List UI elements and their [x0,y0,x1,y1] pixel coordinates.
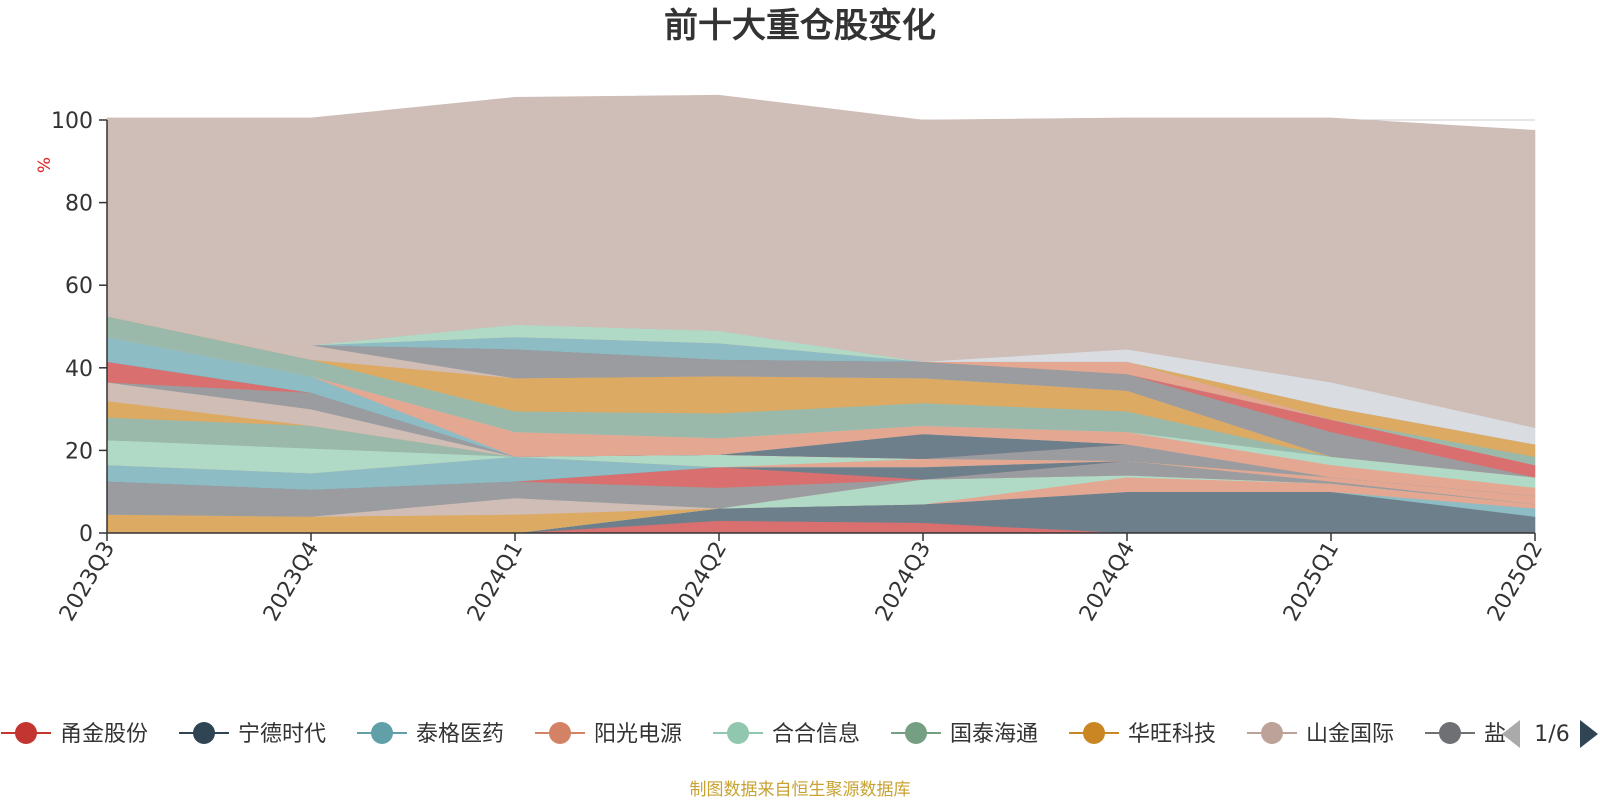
x-tick-label: 2025Q1 [1279,538,1344,626]
legend-circle-marker [1439,722,1461,744]
y-axis-unit-label: % [35,157,55,173]
x-tick-label: 2023Q4 [259,538,324,626]
legend-item[interactable]: 合合信息 [713,722,860,747]
data-source-note: 制图数据来自恒生聚源数据库 [690,780,911,800]
y-tick-label: 80 [65,192,93,217]
legend-circle-marker [371,722,393,744]
legend-page-label: 1/6 [1534,722,1569,747]
area-series-37 [106,94,1536,429]
y-tick-label: 0 [79,522,93,547]
x-tick-label: 2025Q2 [1483,538,1548,626]
legend: 甬金股份 宁德时代 泰格医药 阳光电源 合合信息 国泰海通 华旺科技 山金国际 盐 [1,722,1506,747]
legend-item[interactable]: 山金国际 [1247,722,1394,747]
legend-circle-marker [1083,722,1105,744]
legend-item[interactable]: 阳光电源 [535,722,682,747]
y-tick-label: 60 [65,274,93,299]
legend-next-icon[interactable] [1580,720,1598,748]
legend-label: 国泰海通 [950,722,1038,747]
x-tick-label: 2024Q2 [667,538,732,626]
legend-label: 华旺科技 [1128,722,1216,747]
y-tick-label: 100 [51,109,93,134]
legend-label: 山金国际 [1306,722,1394,747]
legend-label: 甬金股份 [60,722,148,747]
legend-circle-marker [905,722,927,744]
legend-pager: 1/6 [1502,720,1598,748]
legend-item[interactable]: 华旺科技 [1069,722,1216,747]
legend-item[interactable]: 甬金股份 [1,722,148,747]
legend-circle-marker [1261,722,1283,744]
legend-item[interactable]: 国泰海通 [891,722,1038,747]
legend-circle-marker [15,722,37,744]
y-tick-label: 40 [65,357,93,382]
legend-item[interactable]: 宁德时代 [179,722,326,747]
legend-circle-marker [193,722,215,744]
x-tick-label: 2024Q4 [1075,538,1140,626]
legend-label: 宁德时代 [238,722,326,747]
chart-title: 前十大重仓股变化 [664,6,936,46]
legend-circle-marker [549,722,571,744]
legend-label: 泰格医药 [416,722,504,747]
stacked-area-series [106,94,1536,534]
legend-item[interactable]: 泰格医药 [357,722,504,747]
legend-circle-marker [727,722,749,744]
y-tick-label: 20 [65,439,93,464]
legend-label: 合合信息 [772,722,860,747]
legend-label: 阳光电源 [594,722,682,747]
legend-item[interactable]: 盐 [1425,722,1506,747]
x-tick-label: 2024Q3 [871,538,936,626]
x-tick-label: 2023Q3 [55,538,120,626]
legend-prev-icon[interactable] [1502,720,1520,748]
legend-label: 盐 [1484,722,1506,747]
x-tick-label: 2024Q1 [463,538,528,626]
